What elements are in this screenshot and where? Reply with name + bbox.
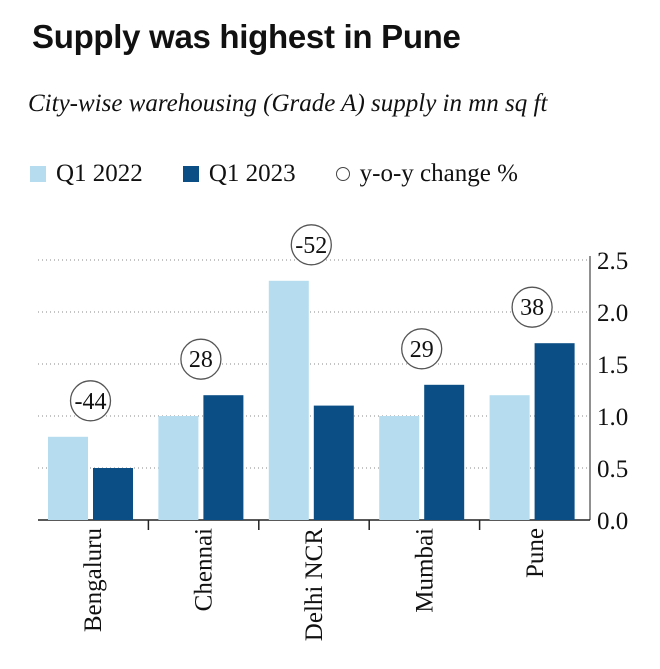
legend-swatch-q1-2022 <box>30 166 46 182</box>
yoy-change-circle <box>290 224 332 266</box>
bar-q1-2023 <box>93 468 133 520</box>
yoy-change-label: -52 <box>295 233 327 259</box>
x-category-label: Mumbai <box>411 528 438 613</box>
yoy-change-label: 38 <box>520 295 544 321</box>
legend-label-yoy: y-o-y change % <box>359 160 518 187</box>
yoy-change-circle <box>511 286 553 328</box>
bar-q1-2022 <box>489 395 530 520</box>
bar-q1-2023 <box>534 343 575 520</box>
x-category-label: Pune <box>522 528 549 578</box>
bar-q1-2022 <box>379 416 420 520</box>
chart-title: Supply was highest in Pune <box>32 18 461 55</box>
bar-q1-2022 <box>48 436 88 520</box>
y-tick-label: 0.5 <box>597 456 628 483</box>
yoy-change-circle <box>401 328 443 370</box>
chart-subtitle: City-wise warehousing (Grade A) supply i… <box>28 90 548 117</box>
yoy-change-label: 28 <box>189 347 213 373</box>
chart-legend: Q1 2022 Q1 2023 y-o-y change % <box>30 156 558 192</box>
legend-item-q1-2022: Q1 2022 <box>30 160 143 188</box>
legend-item-q1-2023: Q1 2023 <box>182 160 296 188</box>
bar-q1-2023 <box>203 395 244 520</box>
bar-q1-2022 <box>158 416 199 520</box>
bar-q1-2022 <box>268 280 309 520</box>
yoy-change-circle <box>69 380 112 422</box>
x-category-label: Delhi NCR <box>301 528 328 642</box>
legend-item-yoy: y-o-y change % <box>335 160 518 188</box>
bar-q1-2023 <box>313 405 354 520</box>
legend-circle-icon <box>335 167 350 181</box>
y-tick-label: 2.0 <box>597 300 628 327</box>
x-category-label: Bengaluru <box>80 528 107 633</box>
yoy-change-circle <box>180 338 222 380</box>
legend-label-q1-2023: Q1 2023 <box>208 160 296 187</box>
y-tick-label: 0.0 <box>597 508 628 535</box>
x-category-label: Chennai <box>191 528 218 611</box>
y-tick-label: 1.0 <box>597 404 628 431</box>
yoy-change-label: 29 <box>410 337 434 363</box>
bar-q1-2023 <box>424 384 465 520</box>
legend-swatch-q1-2023 <box>182 166 199 182</box>
y-tick-label: 2.5 <box>597 248 628 275</box>
y-tick-label: 1.5 <box>597 352 628 379</box>
yoy-change-label: -44 <box>75 389 107 415</box>
legend-label-q1-2022: Q1 2022 <box>56 160 143 187</box>
